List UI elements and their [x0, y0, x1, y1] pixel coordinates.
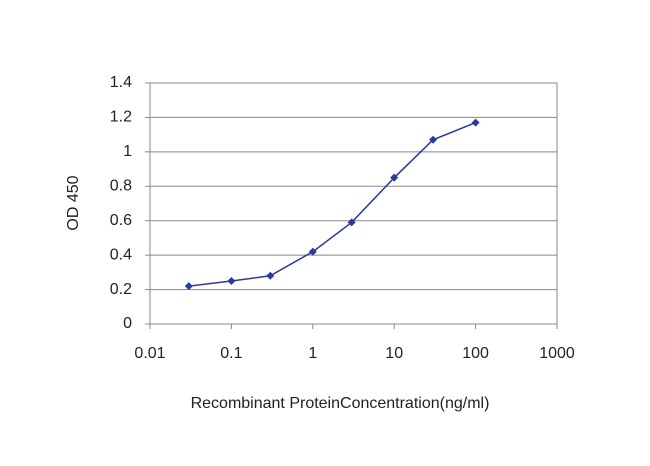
y-tick-label: 0.2 — [110, 281, 132, 298]
y-tick-label: 0.6 — [110, 212, 132, 229]
data-line — [188, 121, 476, 287]
data-point — [390, 173, 399, 182]
data-point — [471, 118, 480, 127]
x-tick-label: 1000 — [539, 345, 575, 362]
plot-area — [149, 82, 558, 325]
y-tick-label: 0.8 — [110, 178, 132, 195]
x-tick-label: 1 — [308, 345, 317, 362]
y-axis-label: OD 450 — [65, 175, 82, 230]
y-tick-label: 1.2 — [110, 109, 132, 126]
x-axis-label: Recombinant ProteinConcentration(ng/ml) — [191, 395, 490, 412]
y-tick-label: 1 — [123, 143, 132, 160]
x-tick-label: 100 — [462, 345, 489, 362]
data-point — [347, 218, 356, 227]
x-tick-label: 0.01 — [134, 345, 165, 362]
data-point — [227, 276, 236, 285]
y-tick-label: 0.4 — [110, 246, 132, 263]
data-point — [308, 247, 317, 256]
data-point — [266, 271, 275, 280]
y-tick-label: 1.4 — [110, 74, 132, 91]
data-point — [184, 282, 193, 291]
y-tick-label: 0 — [123, 315, 132, 332]
x-tick-label: 10 — [385, 345, 403, 362]
x-tick-label: 0.1 — [220, 345, 242, 362]
data-point — [429, 135, 438, 144]
